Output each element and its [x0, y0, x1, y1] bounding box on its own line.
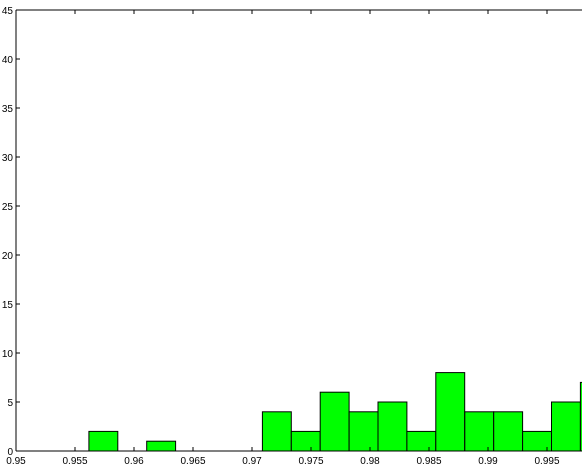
histogram-bar — [348, 411, 379, 451]
y-tick-label: 35 — [2, 104, 14, 115]
x-tick-label: 0.995 — [534, 456, 559, 467]
histogram-bar — [146, 440, 177, 451]
histogram-bar — [406, 430, 437, 451]
x-tick-group: 0.95 0.955 0.96 0.965 0.97 0.975 0.98 0.985 0.99… — [6, 10, 560, 467]
y-tick-group: 0 5 10 15 20 25 30 35 40 45 — [2, 6, 20, 458]
y-tick-label: 15 — [2, 300, 14, 311]
y-tick-label: 10 — [2, 349, 14, 360]
x-tick-label: 0.985 — [416, 456, 441, 467]
histogram-bar — [464, 411, 495, 451]
histogram-bar — [435, 372, 466, 451]
y-tick-label: 5 — [7, 398, 13, 409]
histogram-bar — [377, 401, 408, 451]
x-tick-label: 0.96 — [124, 456, 144, 467]
y-tick-label: 25 — [2, 202, 14, 213]
x-tick-label: 0.965 — [180, 456, 205, 467]
histogram-bar — [319, 391, 350, 451]
y-tick-label: 45 — [2, 6, 14, 17]
y-tick-label: 20 — [2, 251, 14, 262]
histogram-bar — [261, 411, 292, 451]
x-tick-label: 0.975 — [298, 456, 323, 467]
plot-axes — [15, 9, 582, 452]
y-tick-label: 40 — [2, 55, 14, 66]
x-tick-label: 0.97 — [242, 456, 262, 467]
histogram-bar — [290, 430, 321, 451]
histogram-bar — [551, 401, 581, 451]
x-tick-label: 0.95 — [6, 456, 26, 467]
y-tick-label: 0 — [7, 447, 13, 458]
x-tick-label: 0.98 — [360, 456, 380, 467]
y-tick-label: 30 — [2, 153, 14, 164]
histogram-bar — [493, 411, 524, 451]
histogram-bar — [579, 381, 582, 451]
histogram-bars — [88, 372, 582, 451]
histogram-bar — [88, 430, 119, 451]
x-tick-label: 0.955 — [62, 456, 87, 467]
x-tick-label: 0.99 — [478, 456, 498, 467]
